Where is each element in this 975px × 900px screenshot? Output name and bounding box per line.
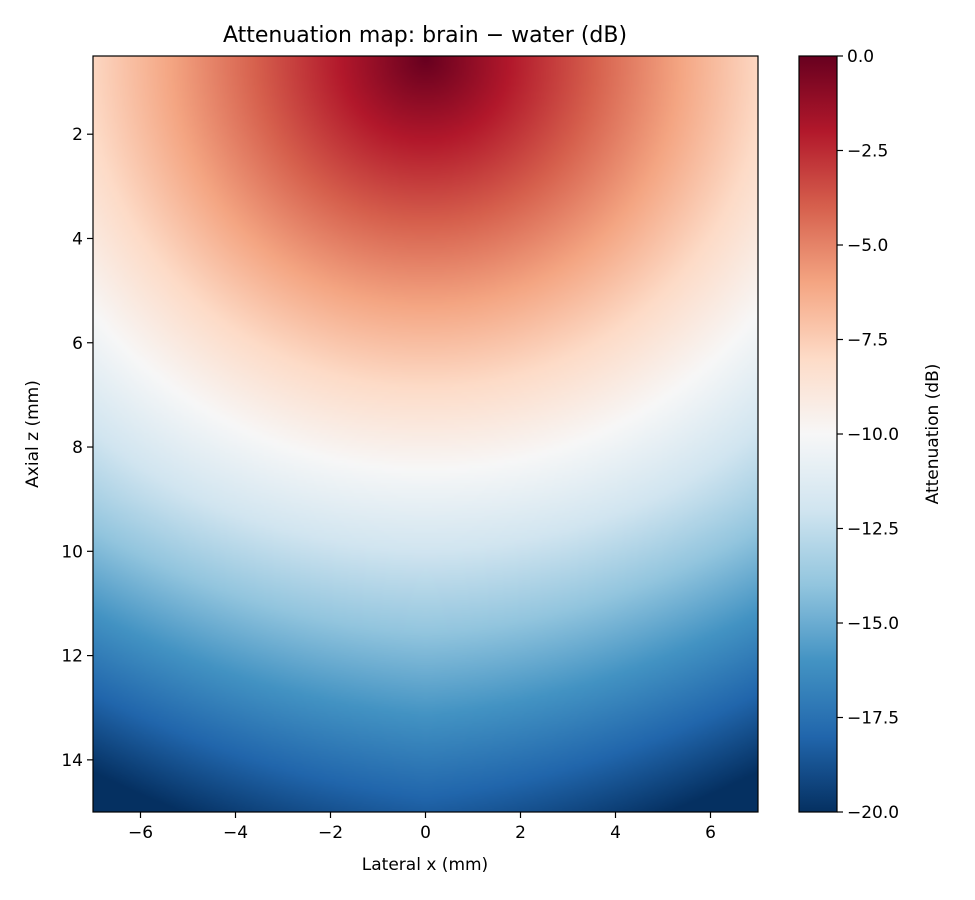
y-axis-label: Axial z (mm)	[23, 380, 43, 488]
colorbar-tick-label: −15.0	[847, 614, 899, 634]
colorbar-tick-label: 0.0	[847, 47, 874, 67]
y-tick-label: 4	[72, 229, 83, 249]
x-tick-label: −4	[223, 823, 248, 843]
chart-title: Attenuation map: brain − water (dB)	[223, 23, 627, 48]
x-tick-label: 6	[705, 823, 716, 843]
x-tick-label: 2	[515, 823, 526, 843]
x-tick-label: −2	[318, 823, 343, 843]
colorbar-tick-label: −2.5	[847, 142, 888, 162]
colorbar-label: Attenuation (dB)	[923, 364, 943, 505]
x-tick-label: 4	[610, 823, 621, 843]
x-tick-label: −6	[128, 823, 153, 843]
colorbar-tick-label: −10.0	[847, 425, 899, 445]
y-tick-label: 12	[61, 647, 83, 667]
colorbar	[798, 55, 838, 813]
y-tick-label: 2	[72, 125, 83, 145]
x-axis-label: Lateral x (mm)	[362, 855, 488, 875]
y-tick-label: 10	[61, 542, 83, 562]
colorbar-tick-label: −17.5	[847, 709, 899, 729]
y-tick-label: 14	[61, 751, 83, 771]
colorbar-tick-label: −7.5	[847, 331, 888, 351]
y-axis-ticks: 2 4 6 8 10 12 14	[61, 125, 93, 771]
colorbar-tick-label: −5.0	[847, 236, 888, 256]
colorbar-ticks: 0.0 −2.5 −5.0 −7.5 −10.0 −12.5 −15.0 −17.5 −20.0	[837, 47, 899, 823]
heatmap-image	[93, 56, 758, 812]
y-tick-label: 6	[72, 334, 83, 354]
y-tick-label: 8	[72, 438, 83, 458]
colorbar-tick-label: −12.5	[847, 520, 899, 540]
x-tick-label: 0	[420, 823, 431, 843]
x-axis-ticks: −6 −4 −2 0 2 4 6	[128, 812, 716, 843]
colorbar-tick-label: −20.0	[847, 803, 899, 823]
heatmap	[93, 56, 758, 812]
